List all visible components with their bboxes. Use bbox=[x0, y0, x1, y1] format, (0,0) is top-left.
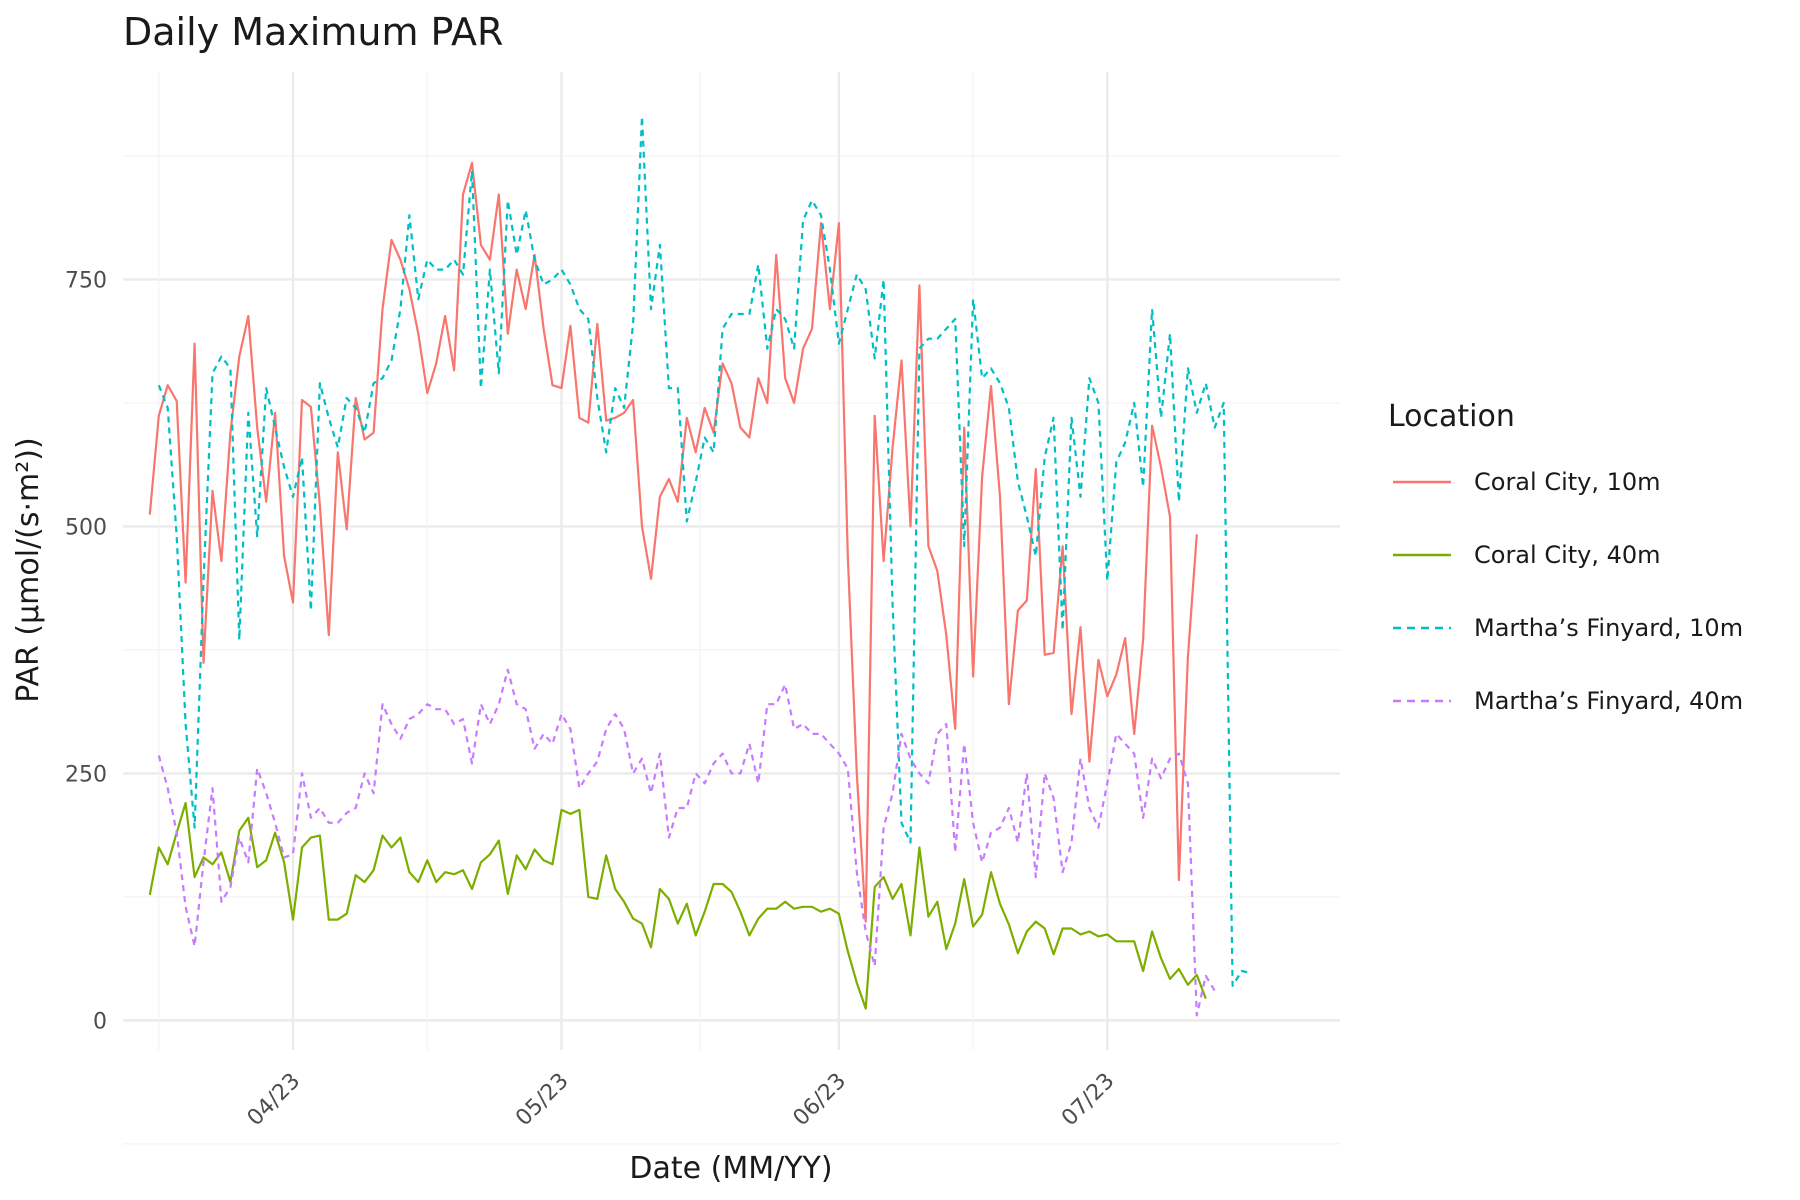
chart-title: Daily Maximum PAR bbox=[123, 10, 503, 54]
x-axis-title: Date (MM/YY) bbox=[629, 1151, 832, 1186]
grid-lines bbox=[123, 72, 1340, 1145]
series-layer bbox=[148, 115, 1251, 1017]
x-axis-ticks: 04/23 05/23 06/23 07/23 bbox=[243, 1069, 1120, 1132]
legend-label-coral-city-40m: Coral City, 40m bbox=[1474, 541, 1661, 569]
x-tick-label: 05/23 bbox=[511, 1069, 574, 1132]
x-tick-label: 06/23 bbox=[789, 1069, 852, 1132]
x-tick-label: 04/23 bbox=[243, 1069, 306, 1132]
x-tick-label: 07/23 bbox=[1057, 1069, 1120, 1132]
series-line-martha-s-finyard-10m bbox=[157, 115, 1251, 987]
y-tick-label: 750 bbox=[65, 268, 107, 293]
series-line-coral-city-10m bbox=[148, 161, 1198, 923]
series-line-martha-s-finyard-40m bbox=[157, 668, 1216, 1017]
legend-label-martha-s-finyard-10m: Martha’s Finyard, 10m bbox=[1474, 614, 1743, 642]
legend-label-coral-city-10m: Coral City, 10m bbox=[1474, 468, 1661, 496]
legend-label-martha-s-finyard-40m: Martha’s Finyard, 40m bbox=[1474, 687, 1743, 715]
y-axis-title: PAR (µmol/(s·m²)) bbox=[11, 437, 46, 702]
y-tick-label: 250 bbox=[65, 762, 107, 787]
legend-title: Location bbox=[1388, 399, 1515, 434]
y-axis-ticks: 0 250 500 750 bbox=[65, 268, 107, 1034]
y-tick-label: 500 bbox=[65, 515, 107, 540]
series-line-coral-city-40m bbox=[148, 801, 1207, 1010]
y-tick-label: 0 bbox=[93, 1009, 107, 1034]
legend: Location Coral City, 10m Coral City, 40m M… bbox=[1388, 399, 1743, 715]
